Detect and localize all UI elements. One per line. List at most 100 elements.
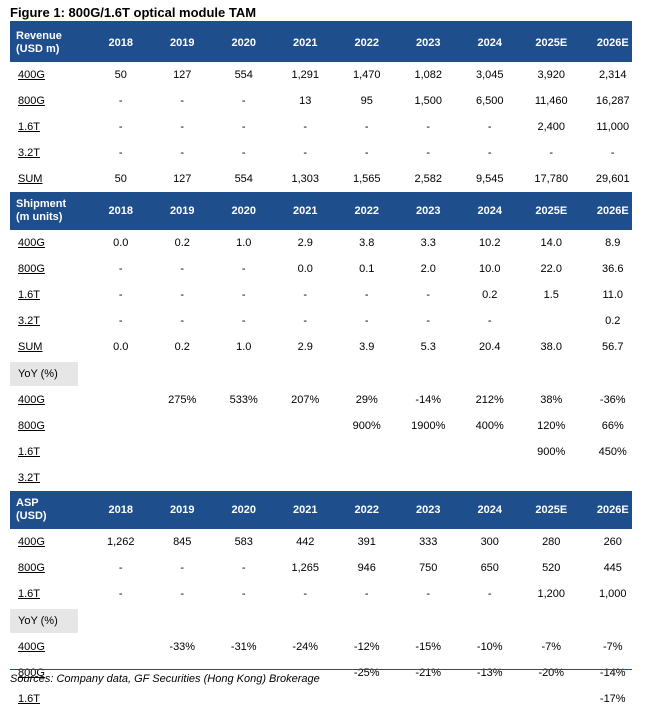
table-row: SUM 50 127 554 1,303 1,565 2,582 9,545 17,780 29,… — [10, 166, 632, 192]
header-unit-line: (m units) — [16, 211, 63, 223]
table-row: 400G -33% -31% -24% -12% -15% -10% -7% -7% — [10, 634, 632, 660]
table-cell: - — [487, 587, 492, 600]
row-label: 1.6T — [18, 445, 41, 458]
table-cell: -14% — [415, 393, 442, 406]
table-row: 400G 0.0 0.2 1.0 2.9 3.8 3.3 10.2 14.0 8.9 — [10, 230, 632, 256]
table-cell: - — [180, 288, 185, 301]
table-cell: 1.0 — [236, 340, 252, 353]
table-cell: - — [303, 314, 308, 327]
row-label: 400G — [18, 393, 45, 406]
table-cell: 1,082 — [414, 68, 443, 81]
table-cell: 391 — [357, 535, 376, 548]
table-cell: 2,582 — [414, 172, 443, 185]
table-cell: - — [241, 314, 246, 327]
year-header: 2019 — [170, 37, 195, 49]
year-header: 2026E — [596, 504, 629, 516]
table-cell: 0.0 — [113, 236, 129, 249]
table-cell: 333 — [419, 535, 438, 548]
table-row: 800G - - - 13 95 1,500 6,500 11,460 16,287 — [10, 88, 632, 114]
table-cell: 120% — [537, 419, 566, 432]
table-cell: 0.1 — [359, 262, 375, 275]
table-cell: 10.2 — [479, 236, 501, 249]
table-cell: 2.9 — [297, 236, 313, 249]
shipment-header-row: Shipment (m units) 2018 2019 2020 2021 2022 202… — [10, 192, 632, 230]
table-cell: 17,780 — [534, 172, 569, 185]
table-cell: 1,265 — [291, 561, 320, 574]
table-cell: 1.5 — [543, 288, 559, 301]
year-header: 2018 — [108, 37, 133, 49]
row-label: 400G — [18, 68, 45, 81]
year-header: 2025E — [535, 205, 568, 217]
table-cell: 300 — [480, 535, 499, 548]
table-cell: - — [426, 288, 431, 301]
tam-table: Revenue (USD m) 2018 2019 2020 2021 2022 2023 20… — [10, 21, 632, 712]
table-cell: 445 — [603, 561, 622, 574]
table-cell: 5.3 — [420, 340, 436, 353]
table-cell: 127 — [173, 172, 192, 185]
table-cell: - — [241, 94, 246, 107]
table-cell: 2,400 — [537, 120, 566, 133]
table-cell: 260 — [603, 535, 622, 548]
table-cell: 2.0 — [420, 262, 436, 275]
table-cell: 0.0 — [113, 340, 129, 353]
revenue-header-row: Revenue (USD m) 2018 2019 2020 2021 2022 2023 20… — [10, 24, 632, 62]
table-cell: - — [118, 587, 123, 600]
table-cell: 533% — [229, 393, 258, 406]
table-cell: -24% — [292, 640, 319, 653]
table-row: 800G - - - 1,265 946 750 650 520 445 — [10, 555, 632, 581]
table-cell: - — [426, 314, 431, 327]
table-cell: - — [118, 288, 123, 301]
year-header: 2019 — [170, 504, 195, 516]
table-cell: 1900% — [411, 419, 446, 432]
table-cell: 3.8 — [359, 236, 375, 249]
table-cell: - — [610, 146, 615, 159]
table-cell: - — [118, 94, 123, 107]
year-header: 2021 — [293, 205, 318, 217]
table-cell: -15% — [415, 640, 442, 653]
table-cell: - — [303, 587, 308, 600]
row-label: 800G — [18, 561, 45, 574]
table-row: 800G 900% 1900% 400% 120% 66% — [10, 413, 632, 439]
year-header: 2018 — [108, 504, 133, 516]
table-cell: 212% — [475, 393, 504, 406]
table-cell: - — [364, 146, 369, 159]
year-header: 2021 — [293, 37, 318, 49]
row-label: 400G — [18, 236, 45, 249]
table-cell: 650 — [480, 561, 499, 574]
table-cell: - — [426, 120, 431, 133]
table-cell: 900% — [352, 419, 381, 432]
table-cell: - — [180, 561, 185, 574]
table-cell: 9,545 — [475, 172, 504, 185]
table-row: 1.6T - - - - - - - 1,200 1,000 — [10, 581, 632, 607]
revenue-header-label: Revenue (USD m) — [10, 30, 90, 56]
table-cell: - — [303, 288, 308, 301]
table-cell: 583 — [234, 535, 253, 548]
table-row: 400G 1,262 845 583 442 391 333 300 280 260 — [10, 529, 632, 555]
year-header: 2024 — [477, 205, 502, 217]
header-unit-line: (USD) — [16, 510, 47, 522]
year-header: 2023 — [416, 37, 441, 49]
table-cell: 2.9 — [297, 340, 313, 353]
table-cell: 750 — [419, 561, 438, 574]
row-label: 3.2T — [18, 471, 41, 484]
table-cell: - — [118, 120, 123, 133]
table-cell: - — [241, 587, 246, 600]
table-cell: 95 — [360, 94, 373, 107]
table-cell: - — [487, 120, 492, 133]
row-label: SUM — [18, 172, 43, 185]
table-cell: - — [364, 288, 369, 301]
row-label: 1.6T — [18, 587, 41, 600]
table-cell: -33% — [169, 640, 196, 653]
table-cell: 946 — [357, 561, 376, 574]
table-cell: - — [549, 146, 554, 159]
table-row: SUM 0.0 0.2 1.0 2.9 3.9 5.3 20.4 38.0 56.7 — [10, 334, 632, 360]
header-label-line: ASP — [16, 497, 39, 509]
row-label: SUM — [18, 340, 43, 353]
table-cell: 50 — [114, 172, 127, 185]
table-cell: -36% — [599, 393, 626, 406]
figure-title: Figure 1: 800G/1.6T optical module TAM — [10, 5, 257, 20]
year-header: 2025E — [535, 37, 568, 49]
table-cell: 845 — [173, 535, 192, 548]
table-cell: -10% — [476, 640, 503, 653]
table-cell: 11,460 — [534, 94, 568, 107]
